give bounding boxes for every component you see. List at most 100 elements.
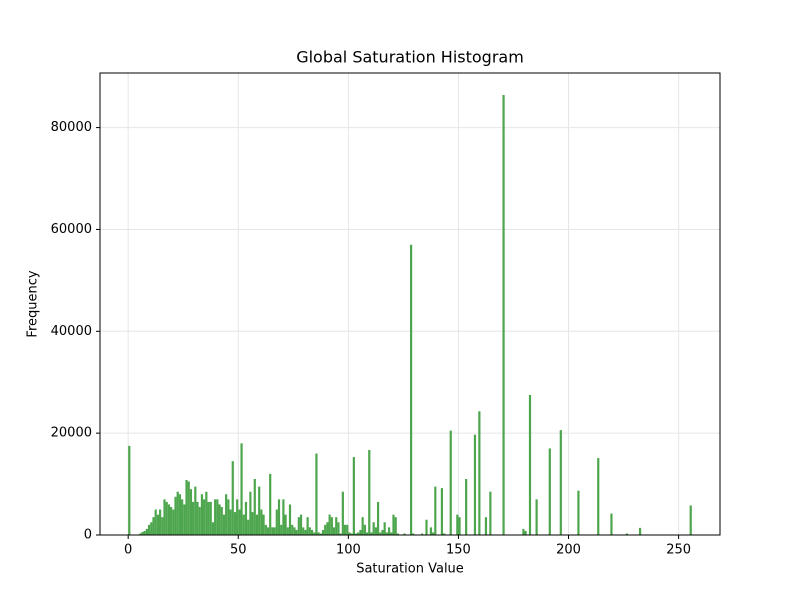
bar [205,491,208,535]
bar [339,533,342,535]
bar [403,533,406,535]
bar [456,514,459,535]
bar [255,514,259,535]
bar [465,478,468,535]
axes-frame [99,72,721,536]
bar [306,517,309,535]
bar [449,430,452,535]
bar [220,506,223,535]
bar [227,499,230,535]
bar [522,528,525,535]
bar [425,519,428,535]
plot-area [100,73,720,536]
y-tick-label: 0 [84,528,92,543]
x-tick-label: 250 [666,543,691,558]
bar [434,486,437,535]
bar [299,514,303,535]
bar [181,499,184,535]
bar [379,532,382,535]
bar [152,517,155,535]
bar [147,524,151,535]
bar [295,529,298,535]
bar [440,488,444,535]
bar [597,458,600,535]
bar [242,514,245,535]
bar [577,490,580,535]
bar [247,519,250,535]
bar [156,514,160,535]
bar [150,522,153,535]
bar [317,532,320,535]
bar [385,532,388,535]
bar [196,501,199,535]
bar [310,529,314,535]
x-tick-label: 50 [230,543,247,558]
bar [288,504,292,535]
bar [304,529,307,535]
bar [240,443,243,535]
bar [359,529,362,535]
bar [337,522,340,535]
bar [638,527,642,535]
bar [172,509,175,535]
bar [253,478,256,535]
bar [432,532,435,535]
bar [324,524,327,535]
bar [211,522,215,535]
bar [368,449,371,535]
bar [207,501,210,535]
bar [429,527,433,535]
bar [361,517,364,535]
bar [387,527,391,535]
bar [350,533,353,535]
bar [421,533,424,535]
bar [163,499,166,535]
x-tick-label: 200 [556,543,581,558]
bar [275,509,278,535]
bar [302,527,305,535]
bar [128,445,131,535]
bar [183,504,186,535]
bar [410,244,413,535]
bar [610,513,613,535]
bar [284,514,287,535]
bar [332,527,336,535]
bar [216,499,219,535]
bar [341,491,344,535]
bar [363,524,366,535]
bar [143,530,146,535]
bar [141,531,144,535]
bar [238,509,241,535]
y-tick-label: 80000 [51,120,92,135]
bar [315,453,318,535]
bar [335,517,338,535]
bar [262,514,265,535]
y-tick-label: 20000 [51,426,92,441]
bar [412,533,415,535]
bar [176,491,179,535]
bar [189,489,193,535]
bar [200,494,204,535]
bar [192,501,195,535]
bar [266,527,270,535]
y-axis-label: Frequency [26,270,41,337]
bar [343,524,347,535]
bar [159,509,162,535]
bar [383,522,386,535]
bar [236,499,239,535]
bar [458,517,461,535]
bar [390,532,393,535]
bar [198,506,201,535]
bar [348,532,351,535]
bar [251,512,254,535]
bar [370,532,373,535]
bar [286,527,289,535]
bar [535,499,538,535]
bar [271,527,274,535]
bar [484,517,488,535]
bar [282,499,285,535]
y-tick-label: 60000 [51,222,92,237]
bar [293,527,296,535]
